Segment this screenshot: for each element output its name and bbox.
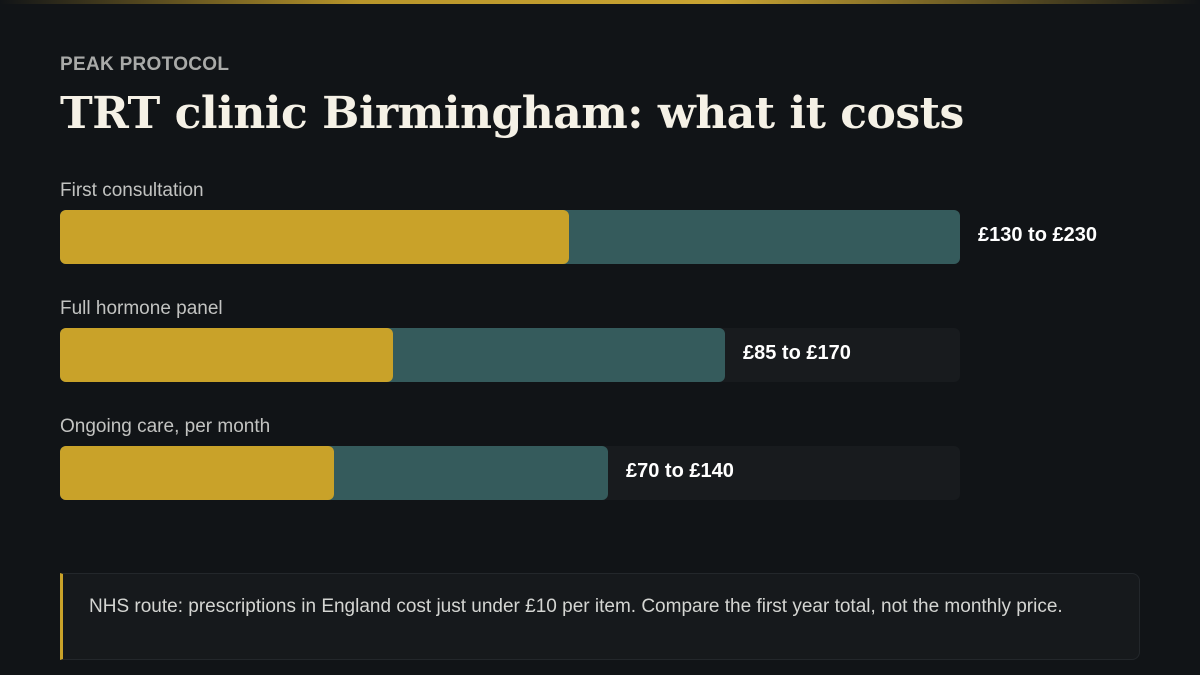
nhs-note: NHS route: prescriptions in England cost…	[60, 573, 1140, 660]
bar-lower-price	[60, 210, 569, 264]
bar-track	[60, 446, 960, 500]
brand-kicker: PEAK PROTOCOL	[60, 54, 230, 75]
chart-title: TRT clinic Birmingham: what it costs	[60, 88, 964, 139]
category-label: Ongoing care, per month	[60, 416, 271, 437]
bar-lower-price	[60, 328, 393, 382]
chart-row: Full hormone panel £85 to £170	[60, 296, 1140, 396]
category-label: First consultation	[60, 180, 204, 201]
category-label: Full hormone panel	[60, 298, 223, 319]
chart-row: Ongoing care, per month £70 to £140	[60, 414, 1140, 514]
bar-track	[60, 210, 960, 264]
price-range-label: £130 to £230	[978, 224, 1097, 246]
chart-row: First consultation £130 to £230	[60, 178, 1140, 278]
bar-track	[60, 328, 960, 382]
price-range-label: £70 to £140	[626, 460, 734, 482]
bar-lower-price	[60, 446, 334, 500]
price-range-label: £85 to £170	[743, 342, 851, 364]
top-accent-rule	[0, 0, 1200, 4]
